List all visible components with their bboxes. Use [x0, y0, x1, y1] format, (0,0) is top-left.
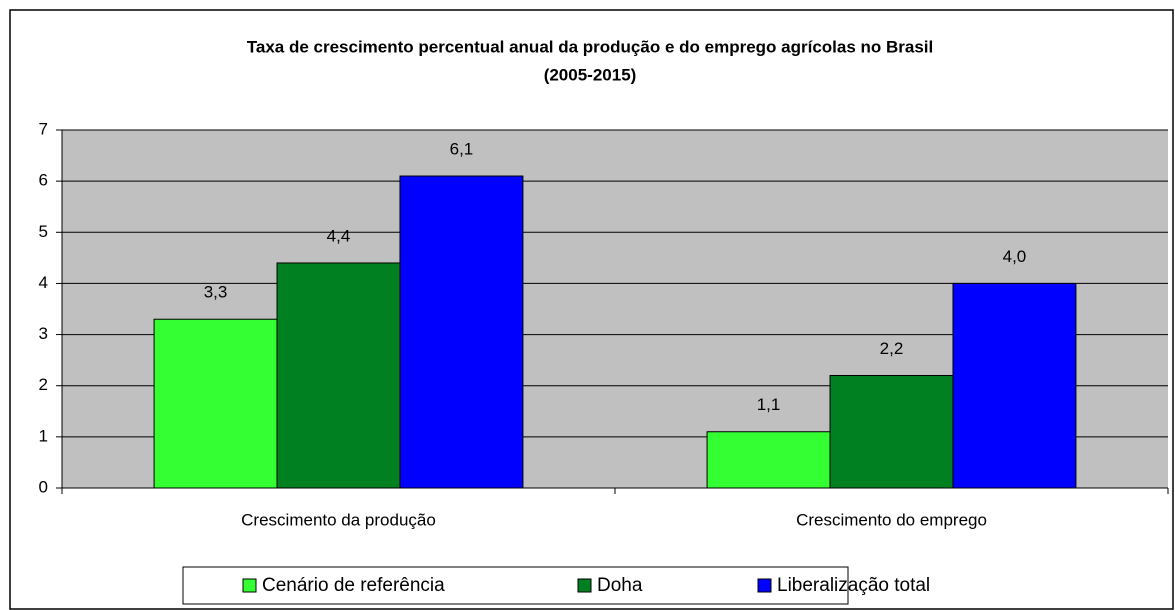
y-tick-label: 2 [39, 375, 48, 394]
value-label: 1,1 [757, 395, 781, 414]
bar [153, 318, 278, 489]
x-tick-label: Crescimento do emprego [796, 510, 987, 529]
legend-label: Cenário de referência [262, 575, 445, 596]
legend-swatch [757, 578, 772, 593]
value-label: 4,0 [1003, 247, 1027, 266]
y-tick-label: 1 [39, 426, 48, 445]
y-tick-label: 4 [39, 273, 48, 292]
chart-title: Taxa de crescimento percentual anual da … [247, 37, 934, 56]
y-tick-label: 5 [39, 222, 48, 241]
y-tick-label: 3 [39, 324, 48, 343]
value-label: 4,4 [327, 226, 351, 245]
y-tick-label: 6 [39, 171, 48, 190]
value-label: 6,1 [450, 140, 474, 159]
legend-swatch [242, 578, 257, 593]
bar [276, 262, 401, 489]
bar [706, 431, 831, 489]
legend-box [182, 566, 849, 605]
value-label: 2,2 [880, 339, 904, 358]
bar [829, 374, 954, 489]
legend-label: Liberalização total [777, 575, 930, 596]
y-tick-label: 7 [39, 119, 48, 138]
bar [399, 175, 524, 489]
value-label: 3,3 [204, 283, 228, 302]
y-tick-label: 0 [39, 477, 48, 496]
legend-swatch [577, 578, 592, 593]
legend-label: Doha [597, 575, 643, 596]
chart-subtitle: (2005-2015) [544, 65, 637, 84]
bar [952, 282, 1077, 489]
x-tick-label: Crescimento da produção [241, 510, 436, 529]
